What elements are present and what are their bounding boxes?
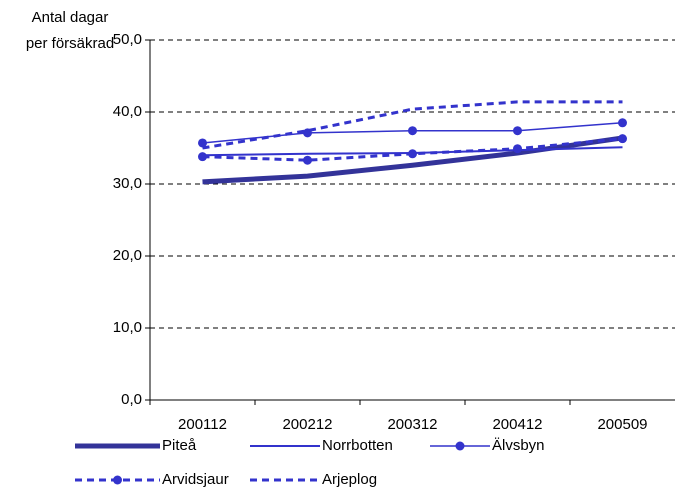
- legend-label: Arjeplog: [322, 471, 377, 488]
- y-tick-label: 10,0: [113, 319, 142, 336]
- data-point: [618, 134, 627, 144]
- y-tick-label: 20,0: [113, 247, 142, 264]
- series-line: [202, 100, 623, 150]
- data-point: [303, 155, 312, 165]
- data-point: [198, 152, 207, 162]
- y-axis-title: Antal dagar: [32, 9, 109, 26]
- data-point: [198, 138, 207, 148]
- y-axis-title: per försäkrad: [26, 35, 114, 52]
- data-point: [408, 149, 417, 159]
- legend-marker: [455, 441, 465, 451]
- x-tick-label: 200312: [387, 416, 437, 433]
- x-tick-label: 200412: [492, 416, 542, 433]
- x-tick-label: 200212: [282, 416, 332, 433]
- x-tick-label: 200112: [178, 416, 227, 433]
- x-tick-label: 200509: [597, 416, 647, 433]
- legend-label: Arvidsjaur: [162, 471, 229, 488]
- y-tick-label: 30,0: [113, 175, 142, 192]
- legend-label: Norrbotten: [322, 437, 393, 454]
- y-tick-label: 40,0: [113, 103, 142, 120]
- data-point: [618, 118, 627, 128]
- y-tick-label: 50,0: [113, 31, 142, 48]
- y-tick-label: 0,0: [121, 391, 142, 408]
- data-point: [513, 126, 522, 136]
- data-point: [513, 144, 522, 154]
- series-line: [202, 135, 623, 185]
- legend-marker: [113, 475, 122, 485]
- data-point: [408, 126, 417, 136]
- legend-label: Piteå: [162, 437, 197, 454]
- legend-label: Älvsbyn: [492, 437, 545, 454]
